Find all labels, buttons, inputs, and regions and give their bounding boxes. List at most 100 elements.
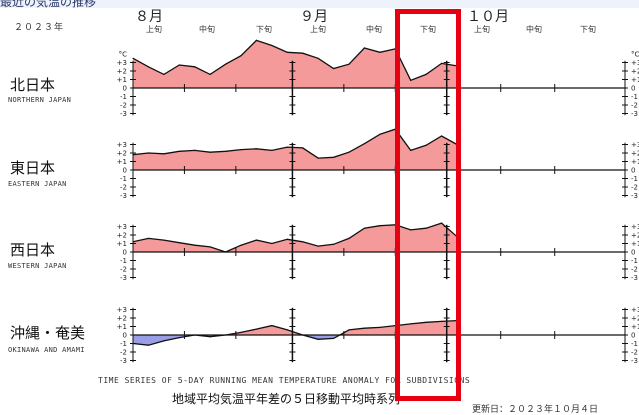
y-tick-label: -1 — [631, 175, 638, 183]
y-tick-label: -3 — [120, 274, 127, 282]
unit-label: °C — [119, 51, 128, 59]
data-point — [348, 63, 350, 65]
data-point — [240, 244, 242, 246]
y-tick-label: 0 — [123, 249, 127, 257]
data-point — [163, 153, 165, 155]
top-strip — [0, 0, 639, 8]
y-tick-label: +3 — [631, 141, 639, 149]
data-point — [441, 62, 443, 64]
data-point — [317, 245, 319, 247]
data-point — [317, 338, 319, 340]
anomaly-series-line — [132, 319, 458, 346]
data-point — [286, 329, 288, 331]
data-point — [286, 51, 288, 53]
y-tick-label: +2 — [631, 68, 639, 76]
y-tick-label: -2 — [631, 349, 638, 357]
y-tick-label: +1 — [631, 158, 639, 166]
region-label-north-en: NORTHERN JAPAN — [8, 96, 72, 104]
y-tick-label: +3 — [117, 306, 127, 314]
data-point — [379, 51, 381, 53]
data-point — [240, 149, 242, 151]
data-point — [363, 327, 365, 329]
data-point — [410, 79, 412, 81]
month-label-aug: ８月 — [135, 9, 163, 25]
data-point — [178, 242, 180, 244]
y-tick-label: 0 — [631, 249, 635, 257]
data-point — [363, 47, 365, 49]
y-tick-label: +2 — [117, 315, 127, 323]
y-tick-label: +2 — [117, 232, 127, 240]
data-point — [333, 243, 335, 245]
data-point — [147, 66, 149, 68]
data-point — [255, 239, 257, 241]
data-point — [271, 325, 273, 327]
data-point — [271, 149, 273, 151]
data-point — [425, 321, 427, 323]
y-tick-label: +3 — [631, 306, 639, 314]
data-point — [240, 331, 242, 333]
region-label-east-en: EASTERN JAPAN — [8, 180, 67, 188]
y-tick-label: +1 — [117, 323, 127, 331]
y-tick-label: 0 — [631, 167, 635, 175]
y-tick-label: 0 — [123, 85, 127, 93]
updated-date: 更新日：２０２３年１０月４日 — [472, 405, 599, 415]
y-tick-label: +3 — [117, 141, 127, 149]
data-point — [194, 149, 196, 151]
y-tick-label: -2 — [631, 102, 638, 110]
data-point — [194, 66, 196, 68]
data-point — [255, 39, 257, 42]
data-point — [240, 55, 242, 57]
y-tick-label: -2 — [631, 266, 638, 274]
y-tick-label: +2 — [631, 150, 639, 158]
data-point — [225, 150, 227, 152]
negative-anomaly-area — [133, 335, 340, 346]
period-label: 中旬 — [526, 25, 542, 34]
y-tick-label: -2 — [120, 184, 127, 192]
data-point — [379, 326, 381, 328]
y-tick-label: -2 — [120, 266, 127, 274]
y-tick-label: +2 — [117, 68, 127, 76]
data-point — [163, 73, 165, 75]
y-tick-label: -1 — [120, 340, 127, 348]
region-label-west-jp: 西日本 — [10, 241, 56, 259]
y-tick-label: 0 — [631, 332, 635, 340]
data-point — [255, 328, 257, 330]
month-label-oct: １０月 — [467, 9, 509, 25]
data-point — [255, 148, 257, 150]
period-label: 下旬 — [420, 25, 436, 34]
page-title-fragment: 最近の気温の推移 — [0, 0, 97, 9]
y-tick-label: -1 — [631, 93, 638, 101]
highlight-box — [395, 9, 461, 401]
period-label: 中旬 — [366, 25, 382, 34]
y-tick-label: -3 — [631, 192, 638, 200]
data-point — [363, 143, 365, 145]
data-point — [333, 337, 335, 339]
data-point — [348, 329, 350, 331]
y-tick-label: +3 — [631, 223, 639, 231]
region-label-north-jp: 北日本 — [10, 76, 56, 94]
y-tick-label: -1 — [120, 257, 127, 265]
data-point — [163, 239, 165, 241]
data-point — [441, 320, 443, 322]
data-point — [302, 52, 304, 54]
period-label: 上旬 — [146, 25, 162, 34]
y-tick-label: 0 — [123, 332, 127, 340]
y-tick-label: -1 — [120, 175, 127, 183]
period-label: 下旬 — [580, 25, 596, 34]
data-point — [348, 151, 350, 153]
y-tick-label: +1 — [117, 76, 127, 84]
data-point — [163, 340, 165, 342]
y-tick-label: +3 — [117, 59, 127, 67]
y-tick-label: 0 — [123, 167, 127, 175]
region-label-okinawa-en: OKINAWA AND AMAMI — [8, 346, 85, 354]
anomaly-series-line — [132, 222, 458, 253]
period-label: 上旬 — [310, 25, 326, 34]
data-point — [425, 144, 427, 146]
positive-anomaly-area — [133, 40, 457, 88]
data-point — [333, 156, 335, 158]
y-tick-label: +2 — [117, 150, 127, 158]
data-point — [132, 57, 134, 59]
y-tick-label: -2 — [120, 349, 127, 357]
data-point — [178, 337, 180, 339]
